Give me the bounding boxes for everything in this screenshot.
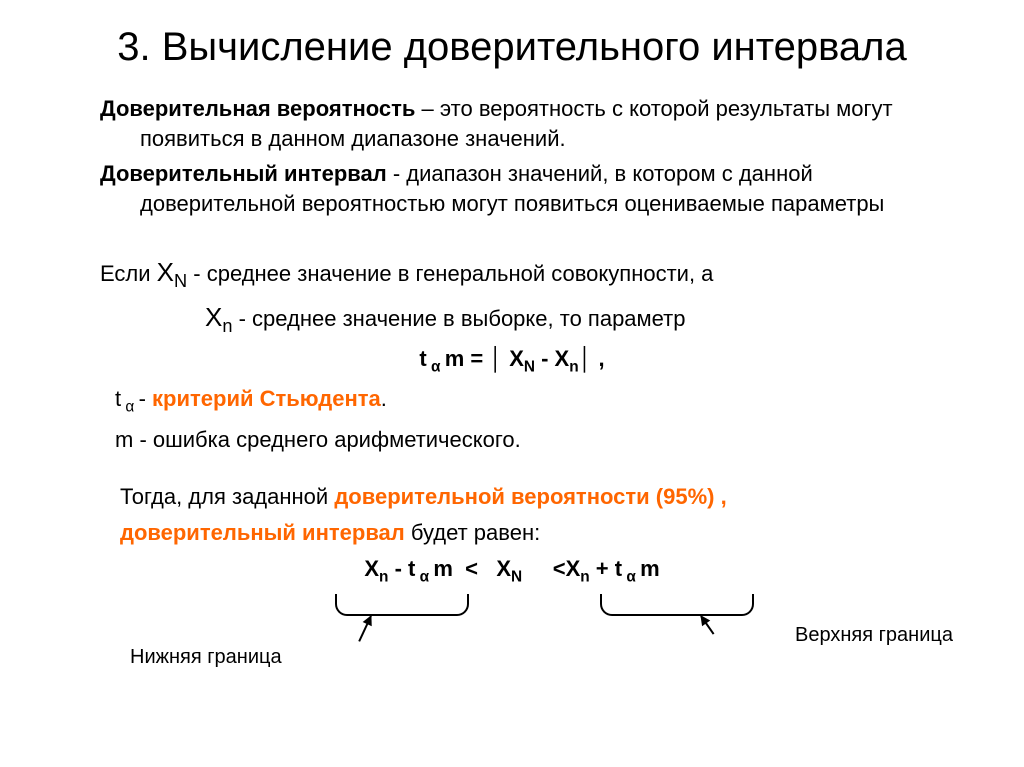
f2-m1: m: [433, 556, 453, 581]
f2-t2: + t: [590, 556, 622, 581]
then-tail: будет равен:: [405, 520, 540, 545]
interval-lower-seg: Xn - t α m: [364, 554, 453, 588]
formula-interval: Xn - t α m < XN <Xn + t α m: [60, 554, 964, 588]
label-upper: Верхняя граница: [795, 622, 953, 649]
slide: 3. Вычисление доверительного интервала Д…: [0, 0, 1024, 767]
xn-tail: - среднее значение в выборке, то парамет…: [232, 306, 685, 331]
f2-t1s: α: [415, 568, 433, 585]
definition-confidence-interval: Доверительный интервал - диапазон значен…: [60, 159, 964, 218]
interval-upper-seg: Xn + t α m: [566, 554, 660, 588]
xn-x: X: [205, 302, 222, 332]
f2-x2s: n: [580, 568, 589, 585]
student-label: критерий Стьюдента: [152, 386, 381, 411]
slide-title: 3. Вычисление доверительного интервала: [60, 24, 964, 70]
f2-mid: < X: [453, 556, 511, 581]
f2-mid2: <: [522, 556, 565, 581]
f2-t2s: α: [622, 568, 640, 585]
f1-n: n: [569, 359, 578, 376]
then-cp: доверительной вероятности (95%) ,: [334, 484, 726, 509]
brace-upper: [600, 594, 754, 616]
xN-tail: - среднее значение в генеральной совокуп…: [187, 261, 713, 286]
label-lower: Нижняя граница: [130, 644, 282, 671]
if-label: Если: [100, 261, 157, 286]
xN-x: X: [157, 257, 174, 287]
f2-t1: - t: [388, 556, 415, 581]
then-ci: доверительный интервал: [120, 520, 405, 545]
f1-eq: m = │ X: [445, 346, 524, 371]
term-confidence-probability: Доверительная вероятность: [100, 96, 415, 121]
spacer-2: [60, 460, 964, 482]
formula-t-alpha-m: t α m = │ XN - Xn│ ,: [60, 344, 964, 378]
f1-rhs: │ ,: [579, 346, 605, 371]
xN-sub: N: [174, 271, 187, 291]
then-lead: Тогда, для заданной: [120, 484, 334, 509]
f1-N: N: [524, 359, 535, 376]
f1-alpha: α: [427, 359, 445, 376]
student-sub: α: [121, 399, 138, 416]
f1-mid: - X: [535, 346, 569, 371]
student-dash: -: [139, 386, 152, 411]
xn-sub: n: [222, 316, 232, 336]
f1-t: t: [419, 346, 426, 371]
f2-N: N: [511, 568, 522, 585]
xN-symbol: XN: [157, 257, 187, 287]
brace-lower: [335, 594, 469, 616]
f2-x1: X: [364, 556, 379, 581]
line-student: t α - критерий Стьюдента.: [60, 384, 964, 418]
line-then-1: Тогда, для заданной доверительной вероят…: [60, 482, 964, 512]
xn-symbol: Xn: [205, 302, 232, 332]
line-xn: Xn - среднее значение в выборке, то пара…: [60, 300, 964, 339]
arrow-lower: [358, 615, 372, 641]
line-xN: Если XN - среднее значение в генеральной…: [60, 255, 964, 294]
f2-m2: m: [640, 556, 660, 581]
term-confidence-interval: Доверительный интервал: [100, 161, 387, 186]
spacer: [60, 225, 964, 255]
line-then-2: доверительный интервал будет равен:: [60, 518, 964, 548]
arrow-upper: [700, 615, 714, 634]
definition-confidence-probability: Доверительная вероятность – это вероятно…: [60, 94, 964, 153]
slide-body: Доверительная вероятность – это вероятно…: [60, 94, 964, 694]
student-dot: .: [381, 386, 387, 411]
f2-x2: X: [566, 556, 581, 581]
line-m: m - ошибка среднего арифметического.: [60, 425, 964, 455]
brace-area: Нижняя граница Верхняя граница: [60, 594, 964, 694]
